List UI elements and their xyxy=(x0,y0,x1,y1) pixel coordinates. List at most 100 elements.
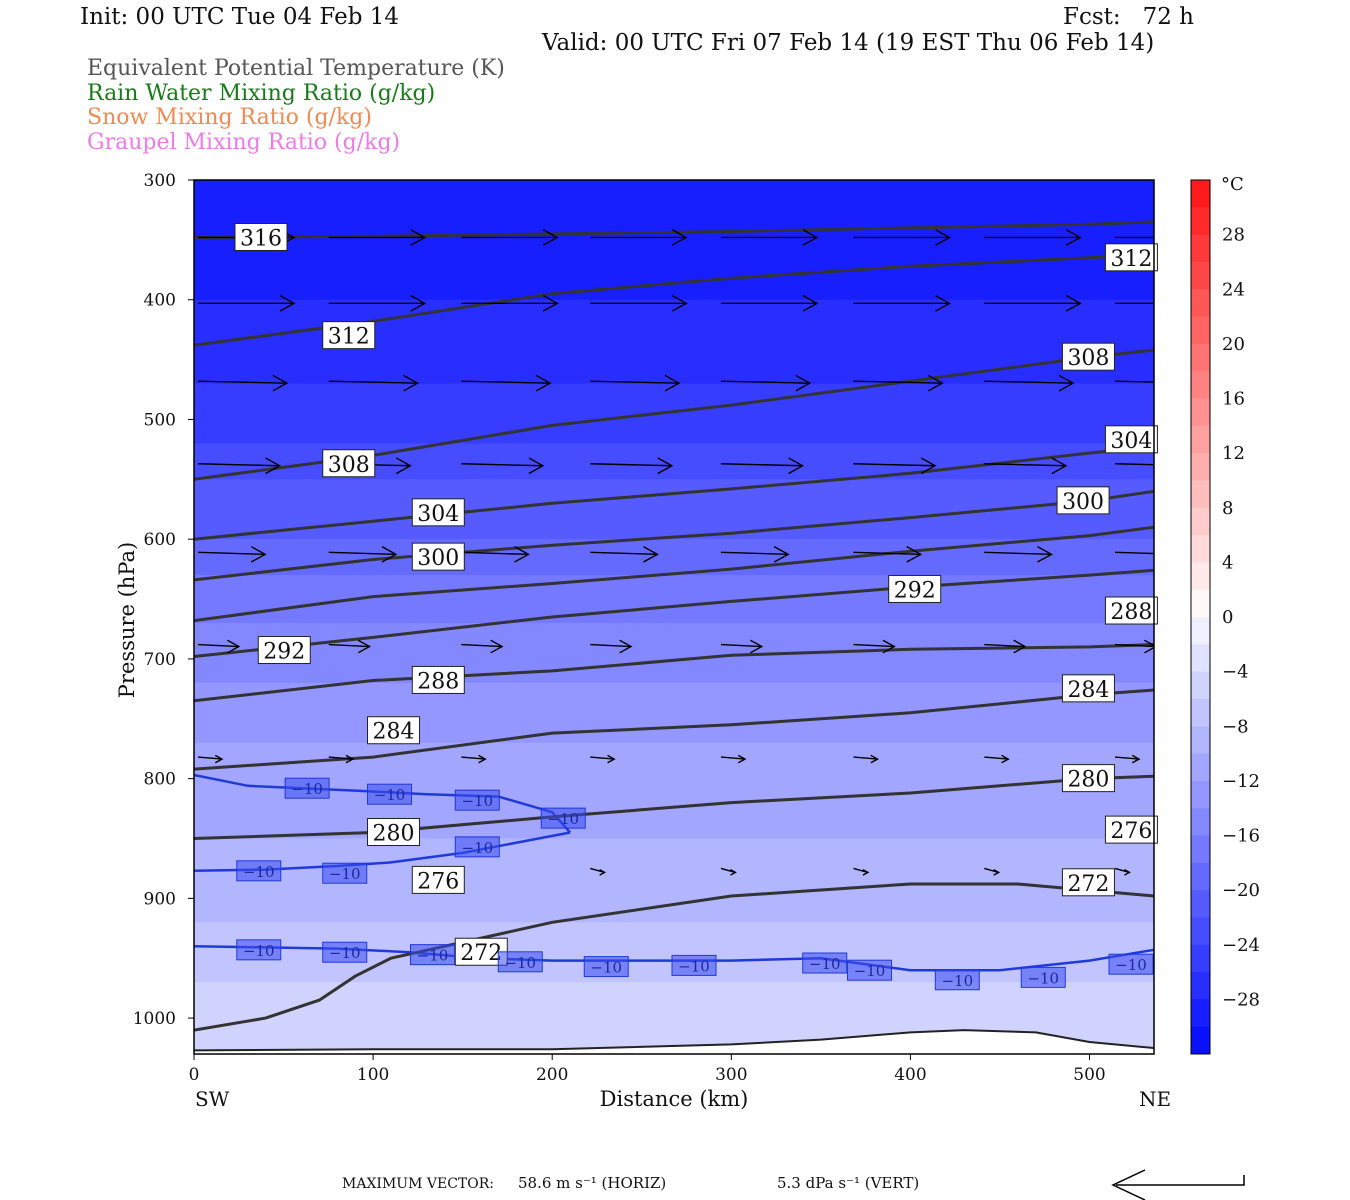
wind-vector-head xyxy=(1013,639,1027,654)
reference-vector xyxy=(1111,1169,1245,1200)
theta-e-label-box xyxy=(257,636,311,665)
colorbar-segment xyxy=(1191,234,1210,263)
wind-vector-head xyxy=(214,754,224,764)
temperature-band xyxy=(194,407,1154,421)
temperature-band xyxy=(194,634,1154,648)
temperature-band xyxy=(194,587,1154,600)
theta-e-line xyxy=(194,220,1154,239)
colorbar-segment xyxy=(1191,617,1210,645)
wind-vector-head xyxy=(514,546,530,563)
theta-e-label-box xyxy=(322,321,376,350)
x-tick-label: 0 xyxy=(189,1065,200,1085)
wind-vector xyxy=(328,754,355,764)
colorbar-tick-label: 4 xyxy=(1222,552,1233,573)
theta-e-label-box xyxy=(1061,868,1115,897)
x-tick-label: 100 xyxy=(357,1065,389,1085)
rain-label-box xyxy=(367,783,413,805)
wind-vector-shaft xyxy=(461,551,529,556)
wind-vector-shaft xyxy=(197,463,280,467)
wind-vector-head xyxy=(927,374,944,392)
colorbar-tick-label: 12 xyxy=(1222,443,1245,464)
wind-vector xyxy=(197,639,241,654)
theta-e-label: 316 xyxy=(240,226,282,251)
wind-vector xyxy=(984,546,1053,563)
theta-e-label: 312 xyxy=(328,325,370,350)
colorbar-segment xyxy=(1191,753,1210,782)
wind-vector-head xyxy=(1001,754,1010,764)
colorbar-tick-label: 0 xyxy=(1222,607,1233,628)
colorbar-segment xyxy=(1191,972,1210,1000)
wind-vector xyxy=(984,867,1001,876)
wind-vector xyxy=(590,457,674,475)
theta-e-label-box xyxy=(1061,342,1115,371)
colorbar-segment xyxy=(1191,671,1210,700)
wind-vector-head xyxy=(381,546,398,563)
x-tick-label: 200 xyxy=(536,1065,568,1085)
wind-vector xyxy=(853,639,896,654)
rain-label-box xyxy=(236,939,282,961)
wind-vector xyxy=(853,754,879,764)
wind-vector xyxy=(197,457,282,475)
temperature-band xyxy=(194,778,1154,792)
wind-vector xyxy=(853,457,937,475)
wind-vector xyxy=(328,546,398,563)
temperature-band xyxy=(194,1006,1154,1019)
wind-vector-head xyxy=(1144,639,1154,654)
colorbar-tick-label: 16 xyxy=(1222,389,1245,410)
colorbar-tick-label: 8 xyxy=(1222,498,1233,519)
temperature-band xyxy=(194,239,1154,253)
temperature-band xyxy=(194,910,1154,924)
wind-vector xyxy=(590,639,633,654)
temperature-band xyxy=(194,754,1154,768)
theta-e-label-box xyxy=(1104,425,1158,454)
y-tick-label: 800 xyxy=(144,770,176,790)
colorbar-segment xyxy=(1191,726,1210,755)
temperature-band xyxy=(194,622,1154,636)
wind-vector-head xyxy=(1124,869,1131,876)
plot-frame xyxy=(193,179,1155,1055)
wind-vector xyxy=(720,457,805,475)
theta-e-label: 308 xyxy=(328,453,370,478)
colorbar-segment xyxy=(1191,1026,1210,1055)
wind-vector-shaft xyxy=(590,463,672,467)
wind-vector-head xyxy=(542,295,559,312)
rain-label: −10 xyxy=(854,962,886,980)
rain-label: −10 xyxy=(1115,956,1147,974)
wind-vector-head xyxy=(730,869,737,876)
theta-e-label: 292 xyxy=(263,640,305,665)
rain-label: −10 xyxy=(461,792,493,810)
wind-vector xyxy=(720,546,790,563)
rain-label: −10 xyxy=(941,972,973,990)
wind-vector xyxy=(197,374,289,392)
wind-vector-shaft xyxy=(720,643,762,648)
rain-label: −10 xyxy=(329,944,361,962)
wind-vector-shaft xyxy=(853,463,936,467)
wind-vector-head xyxy=(795,374,812,392)
rain-label-box xyxy=(454,789,500,811)
theta-e-label-box xyxy=(367,716,421,745)
wind-vector xyxy=(720,295,819,312)
temperature-band xyxy=(194,611,1154,624)
colorbar-segment xyxy=(1191,507,1210,536)
theta-e-label: 276 xyxy=(417,869,459,894)
wind-vector-shaft xyxy=(984,756,1009,760)
wind-vector xyxy=(590,546,659,563)
colorbar-segment xyxy=(1191,535,1210,563)
wind-vector xyxy=(984,229,1082,246)
wind-vector xyxy=(853,867,870,876)
rain-label-box xyxy=(671,954,717,976)
wind-vector xyxy=(461,754,487,764)
colorbar-tick-label: −20 xyxy=(1222,880,1260,901)
temperature-band xyxy=(194,383,1154,397)
temperature-band xyxy=(194,431,1154,445)
rain-label-box xyxy=(934,969,980,991)
legend-rain-water: Rain Water Mixing Ratio (g/kg) xyxy=(87,81,436,106)
theta-e-label: 280 xyxy=(1067,768,1109,793)
temperature-band xyxy=(194,790,1154,804)
temperature-band xyxy=(194,467,1154,481)
theta-e-label-box xyxy=(322,449,376,478)
colorbar-segment xyxy=(1191,289,1210,318)
colorbar-tick-label: −24 xyxy=(1222,935,1260,956)
temperature-band xyxy=(194,479,1154,493)
y-tick-label: 1000 xyxy=(133,1009,176,1029)
